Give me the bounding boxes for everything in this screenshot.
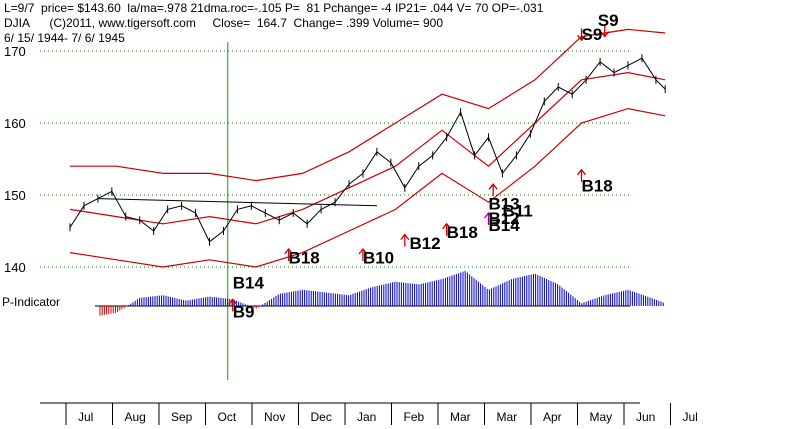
buy-arrow bbox=[284, 247, 294, 261]
signal-label: B18 bbox=[447, 223, 478, 242]
buy-arrow bbox=[488, 183, 498, 197]
signal-label: B10 bbox=[363, 248, 394, 267]
header-daterange: 6/ 15/ 1944- 7/ 6/ 1945 bbox=[4, 31, 125, 45]
signal-label: B14 bbox=[233, 274, 265, 293]
indicator-label: P-Indicator bbox=[2, 295, 60, 309]
signal-label: B18 bbox=[289, 248, 320, 267]
lower-band bbox=[69, 107, 666, 268]
header-title: DJIA (C)2011, www.tigersoft.com Close= 1… bbox=[4, 16, 444, 30]
signal-label: B12 bbox=[489, 209, 520, 228]
y-tick-label: 150 bbox=[4, 188, 26, 203]
buy-arrow bbox=[358, 247, 368, 261]
signal-label: B9 bbox=[233, 302, 255, 321]
upper-band bbox=[70, 28, 666, 182]
signal-label: B12 bbox=[409, 234, 440, 253]
signal-label: B13 bbox=[489, 194, 520, 213]
buy-arrow bbox=[576, 168, 587, 182]
middle-band bbox=[69, 71, 666, 225]
signal-label: S9 bbox=[582, 25, 603, 44]
signal-label: S9 bbox=[598, 11, 619, 30]
signal-label: B14 bbox=[489, 216, 521, 235]
x-tick-label: Jul bbox=[683, 410, 698, 424]
x-tick-label: Aug bbox=[125, 410, 146, 424]
x-tick-label: May bbox=[590, 410, 613, 424]
x-tick-label: Nov bbox=[264, 410, 285, 424]
buy-arrow bbox=[442, 222, 452, 236]
header-stats: L=9/7 price= $143.60 la/ma=.978 21dma.ro… bbox=[4, 1, 544, 15]
signal-label: B11 bbox=[502, 202, 532, 221]
price-line bbox=[69, 57, 666, 243]
x-tick-label: Jul bbox=[78, 410, 93, 424]
x-tick-label: Jan bbox=[357, 410, 376, 424]
buy-arrow bbox=[400, 233, 410, 247]
x-tick-label: Jun bbox=[636, 410, 655, 424]
x-tick-label: Feb bbox=[404, 410, 425, 424]
x-tick-label: Mar bbox=[497, 410, 518, 424]
signal-label: B18 bbox=[582, 176, 613, 195]
buy-arrow bbox=[483, 211, 494, 225]
x-tick-label: Oct bbox=[218, 410, 237, 424]
sell-arrow bbox=[600, 24, 610, 38]
x-tick-label: Dec bbox=[311, 410, 332, 424]
x-tick-label: Sep bbox=[171, 410, 193, 424]
y-tick-label: 170 bbox=[4, 44, 26, 59]
sell-arrow bbox=[576, 28, 587, 42]
buy-arrow bbox=[228, 298, 238, 312]
x-tick-label: Mar bbox=[450, 410, 471, 424]
y-tick-label: 160 bbox=[4, 116, 26, 131]
x-tick-label: Apr bbox=[543, 410, 562, 424]
y-tick-label: 140 bbox=[4, 260, 26, 275]
